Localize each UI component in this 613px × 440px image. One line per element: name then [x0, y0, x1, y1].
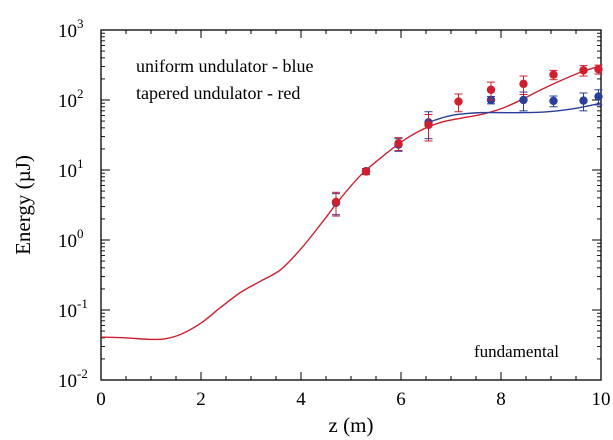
- series-curve-0: [428, 102, 601, 123]
- axis-ticks: [100, 29, 602, 381]
- x-tick-label: 8: [496, 389, 506, 410]
- data-point: [394, 139, 403, 148]
- x-tick-label: 10: [592, 389, 611, 410]
- x-tick-label: 0: [96, 389, 106, 410]
- tick-labels: 0 2 4 6 8 10 10-2 10-1 100 101 102 103: [58, 16, 611, 410]
- legend-tapered: tapered undulator - red: [136, 83, 300, 103]
- data-point: [361, 167, 371, 176]
- data-point: [579, 96, 588, 105]
- y-tick-label: 10-2: [58, 366, 88, 392]
- legend-uniform: uniform undulator - blue: [136, 56, 313, 76]
- data-point: [594, 92, 603, 101]
- data-point: [331, 197, 341, 207]
- y-tick-label: 10-1: [58, 296, 88, 322]
- data-point: [519, 79, 528, 89]
- y-tick-label: 102: [58, 86, 84, 112]
- y-axis-label: Energy (µJ): [11, 155, 35, 255]
- x-axis-label: z (m): [329, 413, 374, 437]
- series-points: [331, 64, 603, 217]
- data-point: [594, 65, 603, 74]
- x-tick-label: 6: [396, 389, 406, 410]
- y-tick-label: 100: [58, 226, 84, 252]
- data-point: [549, 96, 558, 106]
- data-point: [486, 85, 496, 94]
- y-tick-label: 101: [58, 156, 84, 182]
- data-point: [424, 120, 433, 130]
- x-tick-label: 4: [296, 389, 306, 410]
- data-point: [549, 70, 558, 79]
- series-curve-1: [101, 64, 601, 341]
- x-tick-label: 2: [196, 389, 206, 410]
- y-tick-label: 103: [58, 16, 84, 42]
- annotation-fundamental: fundamental: [474, 342, 559, 361]
- data-point: [519, 95, 528, 105]
- data-point: [579, 66, 588, 75]
- data-point: [454, 97, 463, 106]
- series-curves: [101, 64, 601, 341]
